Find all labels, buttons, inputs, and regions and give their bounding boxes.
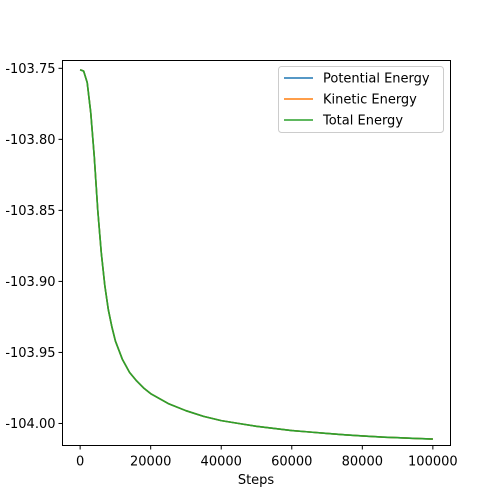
x-tick-label: 60000 (271, 455, 312, 470)
plot-frame (62, 60, 451, 446)
series-line-total-energy (79, 68, 433, 440)
x-tick-label: 80000 (342, 455, 383, 470)
legend-label: Kinetic Energy (323, 93, 417, 108)
y-tick-label: -103.85 (5, 204, 55, 219)
y-tick-label: -104.00 (5, 417, 55, 432)
y-tick-label: -103.80 (5, 133, 55, 148)
y-axis: -103.75 -103.80 -103.85 -103.90 -103.95 -104.… (5, 62, 63, 432)
legend-label: Total Energy (322, 114, 403, 129)
x-axis-label: Steps (238, 473, 275, 488)
x-tick-label: 100000 (408, 455, 458, 470)
x-tick-label: 0 (76, 455, 84, 470)
legend-box (278, 66, 444, 133)
series-layer (79, 68, 433, 440)
y-tick-label: -103.75 (5, 62, 55, 77)
y-tick-label: -103.90 (5, 275, 55, 290)
legend: Potential Energy Kinetic Energy Total Ener… (278, 66, 444, 133)
x-tick-label: 20000 (130, 455, 171, 470)
x-axis: 0 20000 40000 60000 80000 100000 (76, 445, 458, 470)
legend-label: Potential Energy (323, 72, 430, 87)
x-tick-label: 40000 (201, 455, 242, 470)
y-tick-label: -103.95 (5, 346, 55, 361)
